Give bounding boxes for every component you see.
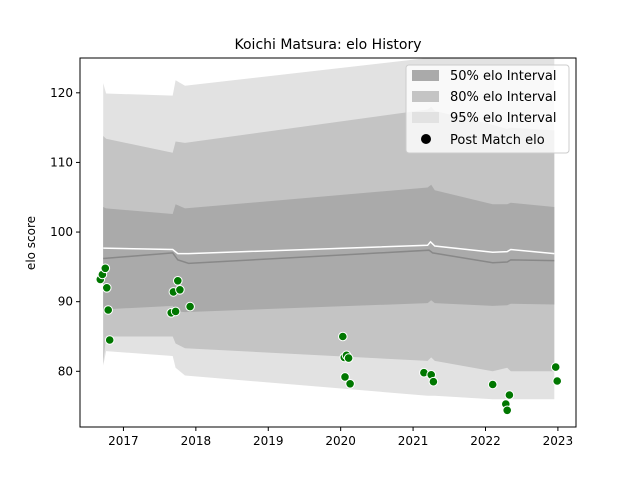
data-point bbox=[103, 305, 113, 315]
data-point bbox=[173, 276, 183, 286]
plot-frame bbox=[79, 57, 577, 428]
legend-swatch-95 bbox=[412, 112, 439, 123]
x-tick-label: 2022 bbox=[470, 434, 501, 448]
data-point bbox=[185, 301, 195, 312]
legend-label-points: Post Match elo bbox=[450, 133, 545, 148]
legend-label-95: 95% elo Interval bbox=[450, 111, 557, 126]
data-point bbox=[487, 379, 498, 390]
data-point bbox=[340, 372, 350, 382]
legend-label-50: 50% elo Interval bbox=[450, 69, 557, 84]
x-tick-label: 2021 bbox=[398, 434, 429, 448]
mean-line bbox=[103, 240, 555, 255]
chart-title: Koichi Matsura: elo History bbox=[235, 37, 422, 53]
data-point bbox=[100, 263, 111, 274]
legend: 50% elo Interval 80% elo Interval 95% el… bbox=[405, 64, 570, 154]
data-point bbox=[175, 285, 185, 295]
y-axis-label: elo score bbox=[24, 216, 38, 270]
y-tick-label: 110 bbox=[50, 155, 73, 169]
data-point bbox=[338, 331, 348, 342]
y-tick-label: 120 bbox=[50, 86, 73, 100]
data-point bbox=[504, 390, 515, 400]
x-tick-label: 2018 bbox=[181, 434, 212, 448]
x-axis: 2017 2018 2019 2020 2021 2022 2023 bbox=[108, 427, 573, 448]
x-tick-label: 2019 bbox=[253, 434, 284, 448]
data-point bbox=[104, 335, 115, 345]
data-point bbox=[428, 376, 439, 387]
y-tick-label: 90 bbox=[58, 295, 73, 309]
legend-marker-points bbox=[421, 134, 431, 144]
x-tick-label: 2017 bbox=[108, 434, 139, 448]
data-point bbox=[345, 379, 355, 389]
legend-label-80: 80% elo Interval bbox=[450, 90, 557, 105]
y-axis: 80 90 100 110 120 bbox=[50, 86, 80, 378]
data-point bbox=[550, 362, 561, 372]
data-point bbox=[102, 283, 112, 293]
legend-swatch-50 bbox=[412, 70, 439, 81]
x-tick-label: 2023 bbox=[543, 434, 574, 448]
data-point bbox=[552, 376, 563, 386]
median-line bbox=[103, 249, 555, 265]
data-point bbox=[343, 353, 354, 363]
data-point bbox=[502, 405, 513, 416]
y-tick-label: 80 bbox=[58, 364, 73, 378]
legend-box bbox=[405, 64, 570, 154]
y-tick-label: 100 bbox=[50, 225, 73, 239]
data-point bbox=[170, 306, 181, 317]
legend-swatch-80 bbox=[412, 91, 439, 102]
x-tick-label: 2020 bbox=[325, 434, 356, 448]
